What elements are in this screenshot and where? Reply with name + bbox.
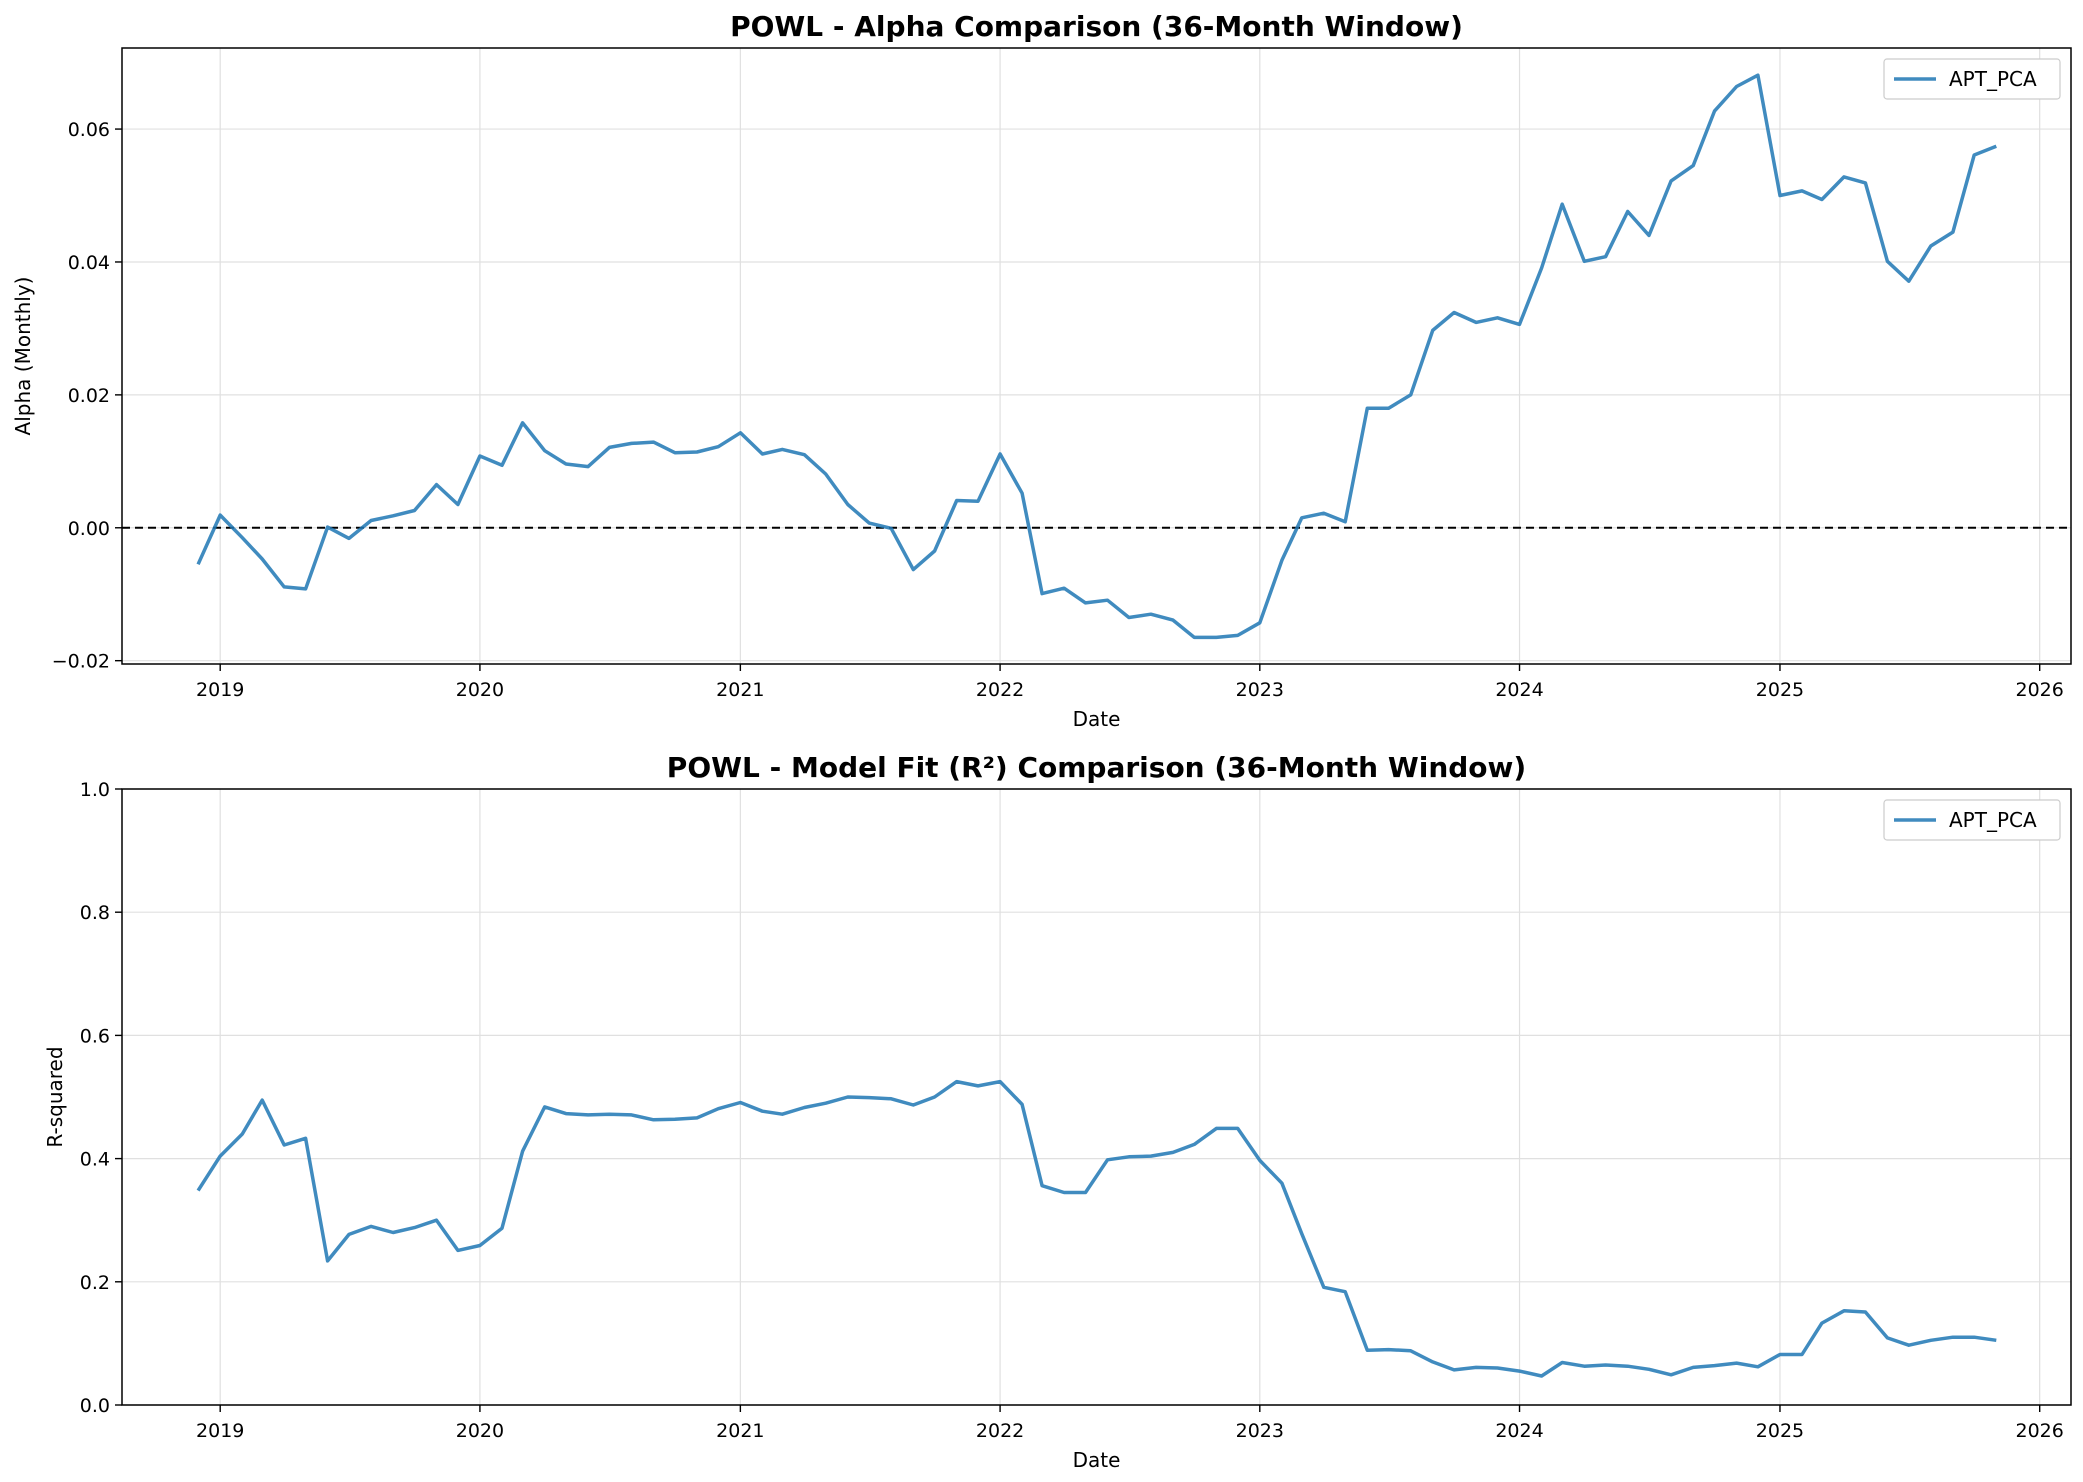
alpha-chart-title: POWL - Alpha Comparison (36-Month Window… bbox=[730, 10, 1463, 43]
alpha-grid bbox=[122, 48, 2071, 664]
alpha-y-tick-label: 0.04 bbox=[68, 252, 110, 274]
rsquared-y-tick-label: 1.0 bbox=[80, 779, 110, 801]
rsquared-y-axis-label: R-squared bbox=[43, 1046, 67, 1147]
rsquared-ticks: 2019 2020 2021 2022 2023 2024 2025 2026 0.0 0.2 0.… bbox=[80, 779, 2064, 1442]
alpha-legend-label: APT_PCA bbox=[1949, 67, 2037, 91]
rsquared-legend-label: APT_PCA bbox=[1949, 808, 2037, 832]
alpha-series-line-apt-pca bbox=[196, 73, 1997, 640]
alpha-x-tick-label: 2023 bbox=[1236, 679, 1284, 701]
rsquared-y-tick-label: 0.4 bbox=[80, 1149, 110, 1171]
alpha-y-axis-label: Alpha (Monthly) bbox=[11, 277, 35, 436]
rsquared-x-tick-label: 2020 bbox=[456, 1420, 504, 1442]
rsquared-legend-box bbox=[1883, 799, 2061, 841]
alpha-x-tick-label: 2022 bbox=[976, 679, 1024, 701]
alpha-y-tick-label: −0.02 bbox=[52, 651, 110, 673]
alpha-x-tick-label: 2026 bbox=[2016, 679, 2064, 701]
rsquared-y-tick-label: 0.6 bbox=[80, 1025, 110, 1047]
alpha-x-tick-label: 2020 bbox=[456, 679, 504, 701]
alpha-y-tick-label: 0.06 bbox=[68, 119, 110, 141]
alpha-chart: 2019 2020 2021 2022 2023 2024 2025 2026 −0.02 0.0… bbox=[11, 10, 2072, 731]
rsquared-x-tick-label: 2019 bbox=[196, 1420, 244, 1442]
alpha-legend-box bbox=[1883, 58, 2061, 100]
alpha-x-tick-label: 2019 bbox=[196, 679, 244, 701]
rsquared-x-tick-label: 2026 bbox=[2016, 1420, 2064, 1442]
rsquared-chart: 2019 2020 2021 2022 2023 2024 2025 2026 0.0 0.2 0.… bbox=[43, 751, 2072, 1472]
alpha-ticks: 2019 2020 2021 2022 2023 2024 2025 2026 −0.02 0.0… bbox=[52, 119, 2064, 701]
rsquared-y-tick-label: 0.2 bbox=[80, 1272, 110, 1294]
rsquared-x-tick-label: 2023 bbox=[1236, 1420, 1284, 1442]
alpha-plot-frame bbox=[121, 47, 2072, 665]
alpha-x-tick-label: 2025 bbox=[1756, 679, 1804, 701]
rsquared-x-tick-label: 2021 bbox=[716, 1420, 764, 1442]
rsquared-y-tick-label: 0.8 bbox=[80, 902, 110, 924]
rsquared-legend: APT_PCA bbox=[1883, 799, 2061, 841]
rsquared-chart-title: POWL - Model Fit (R²) Comparison (36-Mon… bbox=[667, 751, 1526, 784]
rsquared-x-axis-label: Date bbox=[1073, 1448, 1121, 1472]
rsquared-y-tick-label: 0.0 bbox=[80, 1395, 110, 1417]
alpha-series-group bbox=[196, 73, 1997, 640]
alpha-x-tick-label: 2021 bbox=[716, 679, 764, 701]
alpha-x-axis-label: Date bbox=[1073, 707, 1121, 731]
alpha-legend: APT_PCA bbox=[1883, 58, 2061, 100]
rsquared-x-tick-label: 2025 bbox=[1756, 1420, 1804, 1442]
alpha-x-tick-label: 2024 bbox=[1495, 679, 1543, 701]
rsquared-x-tick-label: 2022 bbox=[976, 1420, 1024, 1442]
alpha-y-tick-label: 0.00 bbox=[68, 518, 110, 540]
rsquared-series-line-apt-pca bbox=[196, 1079, 1997, 1378]
rsquared-series-group bbox=[196, 1079, 1997, 1378]
rsquared-x-tick-label: 2024 bbox=[1495, 1420, 1543, 1442]
rsquared-plot-frame bbox=[121, 788, 2072, 1406]
alpha-y-tick-label: 0.02 bbox=[68, 385, 110, 407]
